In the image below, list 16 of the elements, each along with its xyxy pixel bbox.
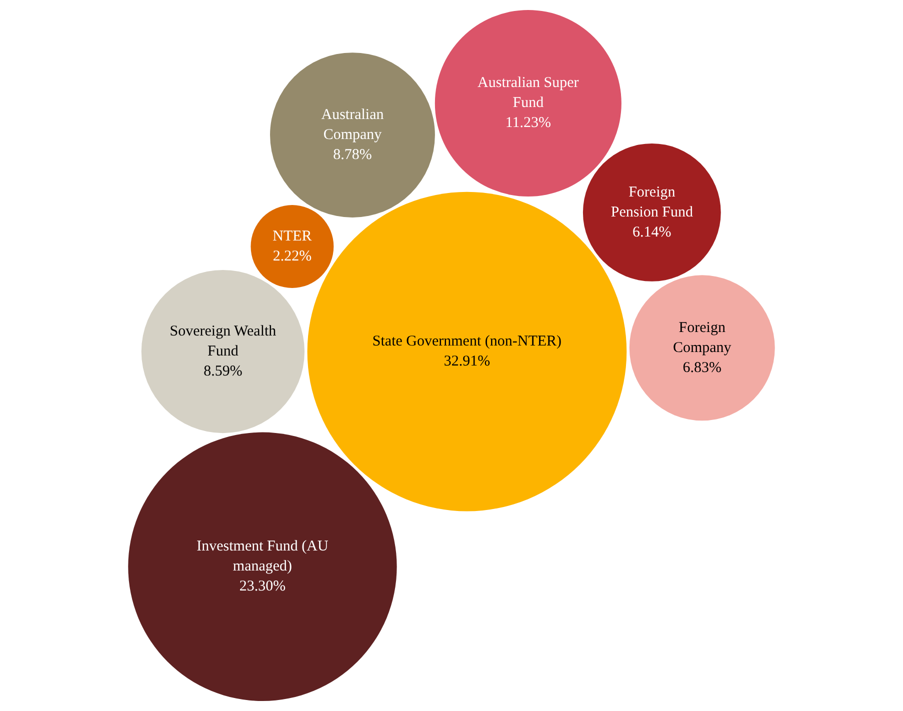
category-label: Investment Fund (AU managed) [196, 538, 328, 575]
data-label: 6.14% [632, 224, 672, 240]
data-label: 32.91% [444, 353, 490, 370]
category-label: Sovereign Wealth Fund [170, 323, 277, 360]
data-label: 23.30% [239, 578, 286, 595]
data-label: 11.23% [505, 115, 552, 132]
data-label: 2.22% [272, 248, 312, 264]
category-label: NTER [272, 228, 312, 244]
category-label: Foreign Company [672, 320, 732, 356]
category-label: State Government (non-NTER) [372, 333, 562, 350]
data-label: 8.78% [333, 146, 372, 163]
category-label: Australian Super Fund [478, 75, 579, 112]
category-label: Australian Company [321, 106, 384, 143]
category-label: Foreign Pension Fund [610, 184, 694, 220]
data-label: 8.59% [204, 363, 242, 380]
data-label: 6.83% [682, 360, 722, 376]
